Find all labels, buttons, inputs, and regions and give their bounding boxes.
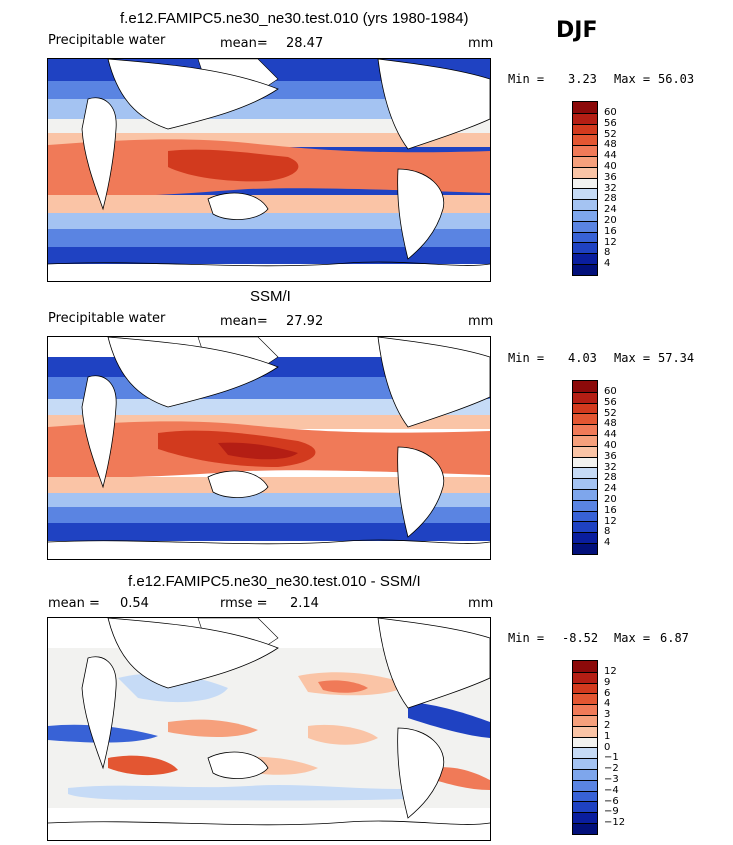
panel-2-colorbar: 60 56 52 48 44 40 36 32 28 24 20 16 12 8… xyxy=(572,380,617,555)
panel-3-rmse-label: rmse = xyxy=(220,596,268,611)
panel-2-mean-value: 27.92 xyxy=(286,314,324,329)
panel-2-colorbar-tick: 48 xyxy=(604,418,617,430)
panel-2-colorbar-tick: 40 xyxy=(604,440,617,451)
panel-3-max-label: Max = xyxy=(614,631,651,645)
panel-3-mean-label: mean = xyxy=(48,596,100,611)
panel-3-mean-value: 0.54 xyxy=(120,596,149,611)
panel-2-colorbar-tick: 12 xyxy=(604,515,617,527)
panel-2-colorbar-tick: 20 xyxy=(604,494,617,505)
panel-1-colorbar-tick: 28 xyxy=(604,193,617,205)
panel-1-max-value: 56.03 xyxy=(658,72,695,86)
panel-1-variable-label: Precipitable water xyxy=(48,33,166,48)
panel-2-colorbar-tick: 28 xyxy=(604,472,617,484)
panel-1-colorbar-tick: 52 xyxy=(604,128,617,140)
panel-1-mean-value: 28.47 xyxy=(286,36,324,51)
panel-1-colorbar-tick: 44 xyxy=(604,150,617,162)
panel-2-min-label: Min = xyxy=(508,351,545,365)
panel-3-map-field xyxy=(48,618,490,840)
panel-3-colorbar-tick: −2 xyxy=(604,763,619,775)
panel-2-max-label: Max = xyxy=(614,351,651,365)
panel-3-colorbar-tick: −1 xyxy=(604,752,619,764)
panel-1-colorbar-tick: 56 xyxy=(604,117,617,129)
panel-1-colorbar: 60 56 52 48 44 40 36 32 28 24 20 16 12 8… xyxy=(572,101,617,276)
panel-2-colorbar-tick: 8 xyxy=(604,526,611,538)
panel-2-colorbar-tick: 52 xyxy=(604,407,617,419)
panel-3-colorbar-tick: 12 xyxy=(604,666,617,677)
panel-1-colorbar-tick: 8 xyxy=(604,247,611,259)
panel-2-colorbar-tick: 56 xyxy=(604,396,617,408)
panel-2-colorbar-tick: 44 xyxy=(604,429,617,441)
panel-3-max-value: 6.87 xyxy=(660,631,689,645)
panel-1-max-label: Max = xyxy=(614,72,651,86)
panel-2-colorbar-tick: 36 xyxy=(604,450,617,462)
panel-2-min-value: 4.03 xyxy=(568,351,597,365)
panel-3-min-label: Min = xyxy=(508,631,545,645)
panel-2-colorbar-tick: 16 xyxy=(604,504,617,516)
panel-1-colorbar-tick: 48 xyxy=(604,139,617,151)
panel-1-colorbar-tick: 32 xyxy=(604,182,617,194)
panel-1-map xyxy=(47,58,491,282)
panel-1-min-value: 3.23 xyxy=(568,72,597,86)
panel-1-units: mm xyxy=(468,36,494,51)
panel-3-colorbar-tick: 0 xyxy=(604,741,611,753)
panel-1-colorbar-tick: 20 xyxy=(604,215,617,226)
panel-3-colorbar-tick: 3 xyxy=(604,709,611,721)
panel-2-map-field xyxy=(48,337,490,559)
panel-3-rmse-value: 2.14 xyxy=(290,596,319,611)
panel-1-mean-label: mean= xyxy=(220,36,268,51)
panel-3-colorbar-tick: −9 xyxy=(604,806,619,818)
panel-2-max-value: 57.34 xyxy=(658,351,695,365)
panel-3-map xyxy=(47,617,491,841)
panel-1-colorbar-tick: 40 xyxy=(604,161,617,172)
panel-3-colorbar-tick: −12 xyxy=(604,817,626,829)
panel-2-colorbar-tick: 4 xyxy=(604,537,611,549)
panel-2-title: SSM/I xyxy=(250,288,291,305)
panel-2-colorbar-tick: 32 xyxy=(604,461,617,473)
panel-3-colorbar-tick: 4 xyxy=(604,698,611,710)
panel-2-units: mm xyxy=(468,314,494,329)
panel-3-min-value: -8.52 xyxy=(562,631,599,645)
panel-3-colorbar-tick: −6 xyxy=(604,795,619,807)
panel-3-colorbar-tick: −4 xyxy=(604,784,619,796)
panel-1-colorbar-tick: 24 xyxy=(604,204,617,216)
panel-3-colorbar-tick: 9 xyxy=(604,676,611,688)
panel-1-min-label: Min = xyxy=(508,72,545,86)
panel-2-mean-label: mean= xyxy=(220,314,268,329)
panel-3-colorbar-tick: 1 xyxy=(604,730,611,742)
panel-1-colorbar-tick: 60 xyxy=(604,107,617,118)
panel-1-colorbar-tick: 12 xyxy=(604,236,617,248)
panel-2-variable-label: Precipitable water xyxy=(48,311,166,326)
panel-1-colorbar-tick: 4 xyxy=(604,258,611,270)
panel-3-title: f.e12.FAMIPC5.ne30_ne30.test.010 - SSM/I xyxy=(128,573,421,590)
panel-1-title: f.e12.FAMIPC5.ne30_ne30.test.010 (yrs 19… xyxy=(120,10,469,27)
panel-2-map xyxy=(47,336,491,560)
panel-2-colorbar-tick: 60 xyxy=(604,386,617,397)
panel-1-colorbar-tick: 36 xyxy=(604,171,617,183)
panel-1-map-field xyxy=(48,59,490,281)
panel-1-colorbar-tick: 16 xyxy=(604,225,617,237)
panel-3-colorbar-tick: −3 xyxy=(604,774,619,785)
panel-3-colorbar-tick: 6 xyxy=(604,687,611,699)
panel-3-colorbar: 12 9 6 4 3 2 1 0 −1 −2 −3 −4 −6 −9 −12 xyxy=(572,660,625,835)
panel-3-units: mm xyxy=(468,596,494,611)
panel-3-colorbar-tick: 2 xyxy=(604,720,611,731)
panel-2-colorbar-tick: 24 xyxy=(604,483,617,495)
season-label: DJF xyxy=(556,18,598,43)
